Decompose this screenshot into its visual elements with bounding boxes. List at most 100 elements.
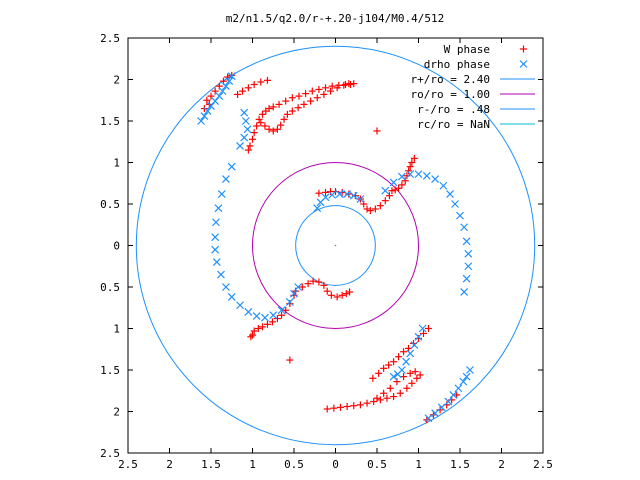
drho-phase-point bbox=[464, 262, 473, 271]
drho-phase-point bbox=[240, 133, 249, 142]
y-tick-label: 2 bbox=[113, 74, 120, 87]
center-point bbox=[334, 244, 337, 247]
legend-label: r-/ro = .48 bbox=[417, 103, 490, 116]
legend-label: r+/ro = 2.40 bbox=[411, 73, 490, 86]
x-tick-label: 0.5 bbox=[284, 458, 304, 471]
drho-phase-point bbox=[261, 313, 269, 322]
drho-phase-point bbox=[437, 403, 446, 412]
data-points bbox=[197, 71, 474, 424]
drho-phase-point bbox=[222, 283, 230, 291]
y-tick-label: 2.5 bbox=[100, 32, 120, 45]
drho-phase-point bbox=[389, 178, 398, 187]
drho-phase-point bbox=[203, 107, 212, 115]
drho-phase-point bbox=[211, 245, 220, 254]
y-tick-label: 2.5 bbox=[100, 447, 120, 460]
drho-phase-point bbox=[397, 172, 406, 181]
drho-phase-point bbox=[418, 324, 427, 333]
drho-phase-point bbox=[218, 87, 227, 96]
drho-phase-point bbox=[227, 293, 236, 301]
drho-phase-point bbox=[294, 283, 303, 291]
drho-phase-point bbox=[424, 414, 433, 423]
drho-phase-point bbox=[422, 171, 431, 180]
drho-phase-point bbox=[439, 181, 448, 190]
legend-label: W phase bbox=[444, 43, 490, 56]
drho-phase-point bbox=[285, 298, 294, 306]
x-tick-label: 1 bbox=[249, 458, 256, 471]
x-tick-label: 2.5 bbox=[118, 458, 138, 471]
drho-phase-point bbox=[454, 384, 463, 393]
x-tick-label: 2.5 bbox=[533, 458, 553, 471]
x-tick-label: 2 bbox=[166, 458, 173, 471]
drho-phase-point bbox=[431, 409, 440, 418]
drho-phase-point bbox=[343, 190, 352, 198]
drho-phase-point bbox=[277, 306, 286, 315]
drho-phase-point bbox=[222, 82, 230, 91]
drho-phase-point bbox=[236, 141, 244, 150]
drho-phase-point bbox=[211, 233, 220, 242]
drho-phase-point bbox=[225, 77, 234, 86]
drho-phase-point bbox=[402, 357, 410, 366]
drho-phase-point bbox=[269, 311, 278, 320]
drho-phase-point bbox=[356, 195, 365, 203]
y-tick-label: 1 bbox=[113, 323, 120, 336]
drho-phase-point bbox=[414, 332, 423, 341]
x-tick-label: 0 bbox=[332, 458, 339, 471]
legend-label: ro/ro = 1.00 bbox=[411, 88, 490, 101]
drho-phase-point bbox=[462, 237, 471, 246]
drho-phase-point bbox=[212, 218, 220, 227]
drho-phase-point bbox=[240, 108, 249, 117]
drho-phase-point bbox=[335, 190, 344, 198]
drho-phase-point bbox=[459, 377, 468, 386]
drho-phase-point bbox=[451, 200, 459, 208]
drho-phase-point bbox=[414, 170, 423, 179]
x-tick-label: 1.5 bbox=[201, 458, 221, 471]
drho-phase-point bbox=[241, 117, 250, 125]
x-tick-label: 1 bbox=[415, 458, 422, 471]
legend: W phase drho phase r+/ro = 2.40 ro/ro = 1.0… bbox=[411, 43, 535, 131]
drho-phase-point bbox=[449, 390, 458, 399]
drho-phase-point bbox=[290, 289, 298, 298]
legend-label: drho phase bbox=[424, 58, 490, 71]
drho-phase-point bbox=[227, 162, 236, 171]
axis-ticks: 2.5 2 1.5 1 0.5 0 0.5 1 1.5 2 2.52.521.510.500.511… bbox=[100, 32, 553, 471]
reference-circle bbox=[252, 162, 419, 329]
drho-phase-point bbox=[252, 312, 261, 320]
drho-phase-point bbox=[328, 190, 337, 199]
drho-phase-point bbox=[393, 370, 402, 379]
y-tick-label: 1.5 bbox=[100, 364, 120, 377]
drho-phase-point bbox=[460, 288, 469, 296]
drho-phase-point bbox=[217, 190, 226, 198]
drho-phase-point bbox=[446, 190, 454, 198]
chart-title: m2/n1.5/q2.0/r-+.20-j104/M0.4/512 bbox=[226, 12, 445, 25]
y-tick-label: 0 bbox=[113, 240, 120, 253]
drho-phase-point bbox=[215, 92, 224, 101]
drho-phase-point bbox=[222, 175, 230, 184]
drho-phase-point bbox=[227, 72, 236, 81]
drho-phase-point bbox=[464, 249, 473, 258]
reference-circles bbox=[135, 45, 536, 446]
drho-phase-point bbox=[381, 186, 390, 195]
y-tick-label: 1 bbox=[113, 157, 120, 170]
y-tick-label: 2 bbox=[113, 406, 120, 419]
drho-phase-point bbox=[406, 170, 415, 179]
x-tick-label: 2 bbox=[498, 458, 505, 471]
x-tick-label: 1.5 bbox=[450, 458, 470, 471]
drho-phase-point bbox=[456, 211, 464, 220]
drho-phase-point bbox=[243, 125, 252, 134]
drho-phase-point bbox=[462, 372, 471, 381]
drho-phase-point bbox=[466, 366, 474, 374]
drho-phase-point bbox=[462, 274, 471, 283]
legend-label: rc/ro = NaN bbox=[417, 118, 490, 131]
drho-phase-point bbox=[444, 397, 453, 406]
drho-phase-point bbox=[431, 175, 440, 184]
drho-phase-point bbox=[313, 204, 322, 213]
drho-phase-point bbox=[406, 349, 415, 358]
drho-phase-point bbox=[236, 301, 244, 310]
reference-circle bbox=[135, 45, 536, 446]
drho-phase-point bbox=[321, 193, 330, 202]
drho-phase-point bbox=[349, 191, 358, 200]
reference-circle bbox=[295, 205, 376, 286]
drho-phase-point bbox=[197, 117, 205, 125]
drho-phase-point bbox=[410, 341, 419, 350]
